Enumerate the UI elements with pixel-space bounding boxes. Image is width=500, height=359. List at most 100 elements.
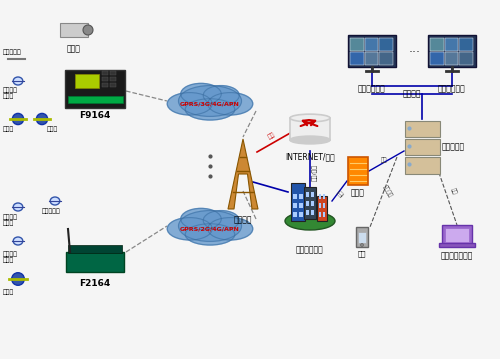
Bar bbox=[323, 203, 325, 208]
Bar bbox=[404, 121, 440, 137]
Bar bbox=[291, 183, 305, 221]
Ellipse shape bbox=[12, 113, 24, 125]
Ellipse shape bbox=[50, 197, 60, 205]
Bar bbox=[68, 95, 122, 103]
Ellipse shape bbox=[185, 99, 235, 120]
Text: 多级监测中心: 多级监测中心 bbox=[438, 84, 466, 93]
Bar bbox=[60, 23, 88, 37]
Bar bbox=[350, 38, 364, 51]
Ellipse shape bbox=[13, 77, 23, 85]
Bar bbox=[319, 194, 321, 199]
Bar bbox=[306, 192, 309, 197]
Text: 运营商中心网: 运营商中心网 bbox=[296, 245, 324, 254]
Bar bbox=[442, 225, 472, 245]
Text: 土壤湿度
传感器: 土壤湿度 传感器 bbox=[3, 87, 18, 99]
Bar bbox=[317, 196, 327, 221]
Text: 温度传感器: 温度传感器 bbox=[42, 208, 61, 214]
Text: 通信基站: 通信基站 bbox=[234, 215, 252, 224]
Ellipse shape bbox=[36, 113, 48, 125]
Bar bbox=[430, 38, 444, 51]
Bar bbox=[290, 118, 330, 140]
Text: 土壤湿度
传感器: 土壤湿度 传感器 bbox=[3, 251, 18, 263]
Text: GPRS/2G/4G/APN: GPRS/2G/4G/APN bbox=[180, 227, 240, 232]
Text: 应用服务器: 应用服务器 bbox=[442, 143, 465, 151]
Bar bbox=[380, 52, 393, 65]
Ellipse shape bbox=[178, 211, 242, 241]
Ellipse shape bbox=[181, 83, 221, 104]
Ellipse shape bbox=[208, 93, 253, 115]
Ellipse shape bbox=[181, 208, 221, 230]
Bar bbox=[66, 252, 124, 272]
Bar bbox=[460, 38, 473, 51]
Ellipse shape bbox=[285, 212, 335, 230]
Text: F2164: F2164 bbox=[80, 279, 110, 288]
Text: 网线: 网线 bbox=[337, 190, 345, 198]
Ellipse shape bbox=[178, 85, 242, 116]
Bar bbox=[444, 52, 458, 65]
Bar bbox=[311, 192, 314, 197]
Bar bbox=[404, 139, 440, 155]
Text: 摄拍机: 摄拍机 bbox=[67, 44, 81, 53]
Text: ...: ... bbox=[409, 42, 421, 55]
Bar bbox=[102, 77, 108, 81]
Text: 电磁阀: 电磁阀 bbox=[46, 126, 58, 132]
Bar bbox=[323, 212, 325, 217]
Text: 温度传感器: 温度传感器 bbox=[3, 50, 22, 55]
Text: 远程客户端监控: 远程客户端监控 bbox=[441, 251, 473, 260]
Ellipse shape bbox=[203, 211, 239, 230]
Ellipse shape bbox=[290, 136, 330, 144]
Bar bbox=[348, 35, 396, 67]
Bar bbox=[364, 38, 378, 51]
Bar bbox=[319, 212, 321, 217]
Text: 宽带: 宽带 bbox=[450, 187, 458, 195]
Bar bbox=[293, 194, 297, 199]
Polygon shape bbox=[228, 139, 258, 209]
Ellipse shape bbox=[83, 25, 93, 35]
Bar bbox=[323, 194, 325, 199]
Bar bbox=[439, 243, 475, 247]
Bar bbox=[293, 212, 297, 217]
Bar bbox=[65, 70, 125, 108]
Ellipse shape bbox=[203, 85, 239, 105]
Bar bbox=[110, 83, 116, 87]
Bar bbox=[430, 52, 444, 65]
Text: F9164: F9164 bbox=[80, 111, 110, 120]
Ellipse shape bbox=[208, 218, 253, 240]
Text: 应用网络: 应用网络 bbox=[403, 89, 421, 98]
Ellipse shape bbox=[167, 93, 212, 115]
Ellipse shape bbox=[13, 237, 23, 245]
Text: 电磁阀: 电磁阀 bbox=[3, 126, 14, 132]
Bar bbox=[364, 52, 378, 65]
Bar bbox=[299, 203, 303, 208]
Bar bbox=[380, 38, 393, 51]
Bar bbox=[299, 212, 303, 217]
Text: 手机: 手机 bbox=[358, 250, 366, 257]
Bar bbox=[102, 71, 108, 75]
Bar bbox=[428, 35, 476, 67]
Bar bbox=[110, 77, 116, 81]
Ellipse shape bbox=[360, 243, 364, 247]
Bar bbox=[75, 74, 99, 88]
Text: 电磁阀: 电磁阀 bbox=[3, 289, 14, 295]
Bar bbox=[304, 187, 316, 219]
Bar bbox=[356, 227, 368, 247]
Bar bbox=[348, 157, 368, 185]
Text: 移动终端: 移动终端 bbox=[382, 184, 394, 198]
Bar bbox=[68, 245, 122, 253]
Text: 网线: 网线 bbox=[381, 157, 387, 163]
Bar bbox=[404, 157, 440, 173]
Text: GPRS/3G/4G/APN: GPRS/3G/4G/APN bbox=[180, 102, 240, 107]
Bar bbox=[311, 210, 314, 215]
Text: 防火墙: 防火墙 bbox=[351, 188, 365, 197]
Bar bbox=[306, 210, 309, 215]
Ellipse shape bbox=[167, 218, 212, 240]
Ellipse shape bbox=[12, 273, 24, 285]
Bar bbox=[293, 203, 297, 208]
Bar bbox=[358, 232, 366, 243]
Bar bbox=[445, 228, 469, 242]
Bar bbox=[102, 83, 108, 87]
Text: 光纤: 光纤 bbox=[268, 131, 276, 140]
Ellipse shape bbox=[185, 224, 235, 245]
Bar bbox=[110, 71, 116, 75]
Bar bbox=[311, 201, 314, 206]
